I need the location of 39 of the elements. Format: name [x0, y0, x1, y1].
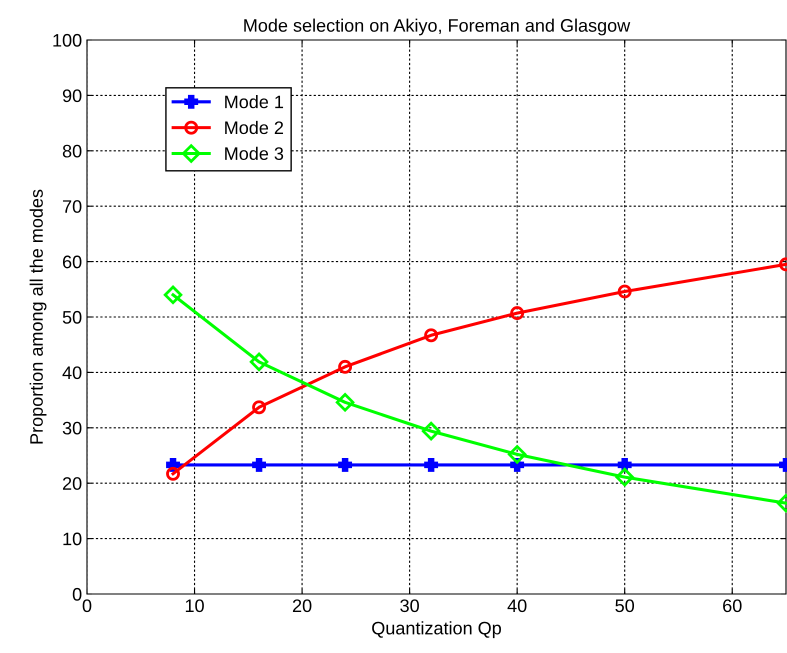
point: [508, 445, 526, 464]
chart-title: Mode selection on Akiyo, Foreman and Glasgow: [244, 18, 630, 36]
point: [252, 400, 266, 414]
x-tick-label: 60: [723, 599, 742, 612]
point: [338, 458, 352, 472]
point: [166, 466, 180, 481]
legend-label: Mode 3: [225, 146, 284, 160]
legend-label: Mode 1: [225, 95, 284, 108]
point: [618, 284, 632, 298]
point: [615, 468, 634, 486]
x-tick-label: 50: [615, 599, 634, 612]
point: [424, 328, 438, 342]
point: [424, 458, 438, 472]
y-tick-label: 20: [62, 477, 82, 490]
x-tick-label: 0: [82, 599, 92, 612]
y-tick-label: 30: [62, 422, 82, 435]
y-tick-label: 100: [53, 34, 82, 47]
x-tick-label: 40: [508, 599, 526, 612]
point: [510, 306, 524, 320]
legend-label: Mode 2: [225, 120, 284, 134]
point: [164, 286, 182, 304]
y-tick-label: 50: [62, 310, 82, 324]
point: [250, 352, 268, 372]
y-tick-label: 60: [62, 256, 82, 268]
y-tick-label: 70: [62, 200, 82, 213]
point: [336, 393, 354, 412]
x-tick-label: 20: [292, 599, 312, 612]
x-axis-title: Quantization Qp: [372, 621, 501, 638]
y-axis-title: Proportion among all the modes: [30, 190, 46, 444]
y-tick-label: 80: [62, 144, 82, 158]
y-tick-label: 90: [62, 89, 82, 102]
x-tick-label: 10: [186, 599, 204, 612]
y-tick-label: 0: [72, 588, 82, 601]
y-tick-label: 10: [63, 532, 82, 546]
y-tick-label: 40: [62, 366, 82, 380]
point: [252, 458, 266, 472]
point: [422, 422, 440, 440]
x-tick-label: 30: [400, 599, 419, 612]
point: [338, 360, 352, 374]
